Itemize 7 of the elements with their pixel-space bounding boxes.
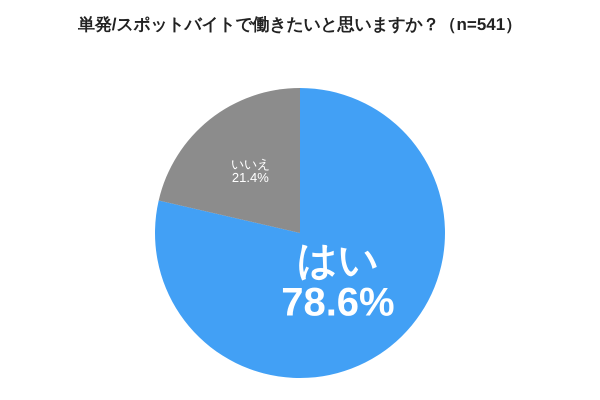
slice-label: いいえ: [230, 156, 270, 172]
data-label: 21.4%: [232, 170, 270, 185]
slice-label: はい: [296, 238, 379, 283]
data-label: 78.6%: [281, 280, 395, 325]
chart-title: 単発/スポットバイトで働きたいと思いますか？（n=541）: [76, 15, 522, 34]
pie-slice: [158, 88, 300, 233]
pie-slice: [155, 88, 445, 378]
